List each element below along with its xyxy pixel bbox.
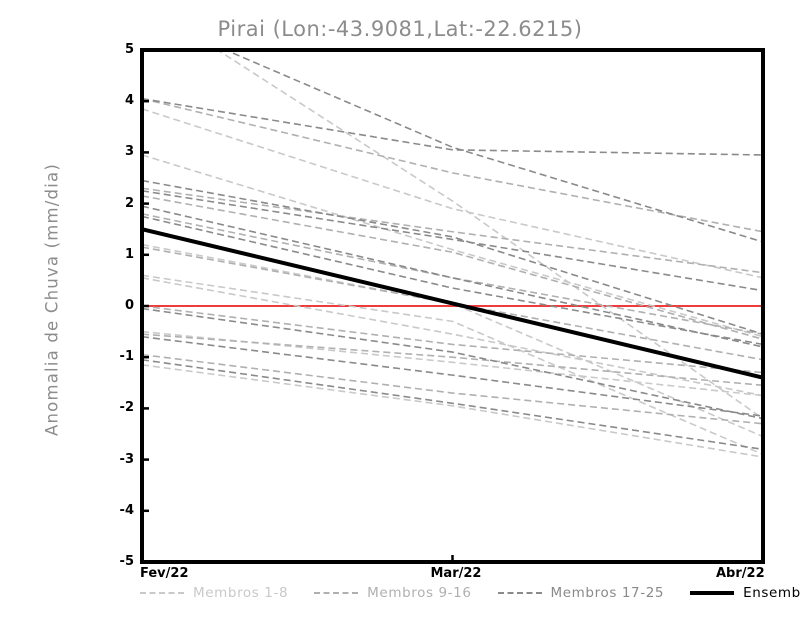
member-line [142,333,763,387]
y-tick-label: 5 [124,42,134,57]
member-line [216,50,763,420]
legend-label: Membros 9-16 [367,585,472,601]
member-line [142,274,763,456]
chart-title: Pirai (Lon:-43.9081,Lat:-22.6215) [217,17,583,41]
x-tick-label: Mar/22 [430,566,482,581]
legend-item: Ensemble Mean [690,585,800,601]
member-line [142,307,763,420]
member-line [142,154,763,338]
y-tick-label: -3 [119,451,134,467]
member-line [142,187,763,274]
member-line [142,246,763,361]
member-line [142,97,763,156]
legend-swatch-icon [690,591,735,595]
chart-legend: Membros 1-8 Membros 9-16 Membros 17-25 Ense… [140,583,800,603]
series-group [142,50,763,458]
ensemble-mean-line [142,227,763,380]
member-line [142,277,763,397]
legend-label: Membros 1-8 [193,585,289,601]
y-tick-label: -4 [119,502,134,518]
y-tick-label: 0 [124,298,134,313]
legend-swatch-icon [140,592,184,594]
legend-label: Membros 17-25 [550,585,665,601]
member-line [223,50,763,243]
member-line [142,97,763,233]
member-line [142,358,763,451]
member-line [142,205,763,348]
member-line [142,179,763,335]
y-tick-label: -2 [119,400,134,416]
y-tick-label: -5 [119,554,134,569]
member-line [142,190,763,292]
member-line [142,353,763,425]
y-tick-label: 4 [124,93,134,109]
member-line [142,195,763,341]
member-line [142,364,763,458]
legend-item: Membros 9-16 [314,585,471,601]
legend-swatch-icon [314,592,359,594]
member-line [142,305,763,374]
legend-label: Ensemble Mean [743,585,800,601]
member-line [142,215,763,346]
member-line [142,335,763,417]
y-tick-label: 1 [124,246,134,262]
x-tick-label: Abr/22 [716,566,765,581]
x-tick-label: Fev/22 [140,566,189,581]
y-tick-label: -1 [119,349,134,365]
member-line [142,243,763,438]
legend-swatch-icon [497,592,542,594]
y-tick-label: 2 [124,195,134,211]
member-line [142,213,763,335]
legend-item: Membros 17-25 [497,585,665,601]
y-tick-label: 3 [124,144,134,160]
legend-item: Membros 1-8 [140,585,288,601]
